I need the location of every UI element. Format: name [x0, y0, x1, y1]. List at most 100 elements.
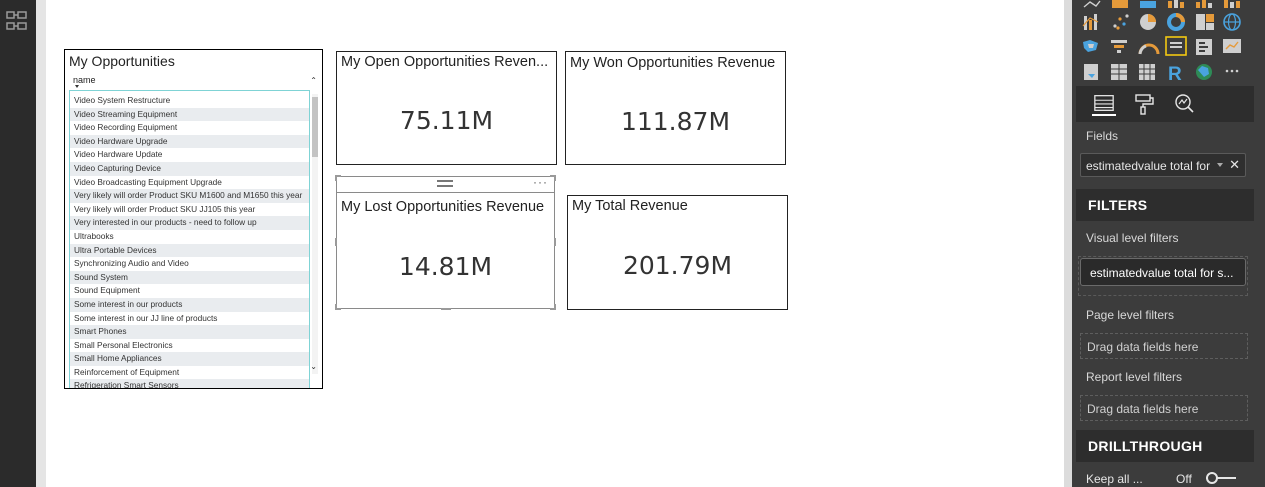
fields-tab-icon[interactable] [1092, 92, 1116, 116]
slicer-item[interactable]: Video Streaming Equipment [70, 107, 309, 122]
scroll-down-icon[interactable]: ⌄ [310, 362, 317, 371]
slicer-item[interactable]: Reinforcement of Equipment [74, 366, 180, 377]
donut-chart-icon[interactable] [1167, 13, 1185, 31]
slicer-item[interactable]: Ultrabooks [74, 230, 114, 241]
slicer-item[interactable]: Sound System [70, 270, 309, 285]
visual-header[interactable]: ··· [337, 175, 554, 193]
field-well[interactable]: estimatedvalue total for ✕ [1080, 153, 1246, 177]
table-icon[interactable] [1111, 64, 1127, 80]
card-won-opportunities[interactable]: My Won Opportunities Revenue 111.87M [565, 51, 786, 165]
format-paintroller-icon[interactable] [1132, 92, 1156, 116]
slicer-item[interactable]: Video Broadcasting Equipment Upgrade [74, 176, 222, 187]
resize-handle[interactable] [335, 175, 337, 181]
page-filters-label: Page level filters [1086, 308, 1175, 322]
resize-handle[interactable] [554, 304, 556, 310]
slicer-item[interactable]: Very likely will order Product SKU M1600… [70, 189, 309, 203]
page-filters-dropzone[interactable]: Drag data fields here [1080, 333, 1248, 359]
card-lost-opportunities[interactable]: ··· My Lost Opportunities Revenue 14.81M [335, 175, 556, 310]
resize-handle[interactable] [335, 175, 341, 177]
filters-section-header: FILTERS [1076, 189, 1254, 221]
resize-handle[interactable] [335, 238, 337, 246]
keep-all-label: Keep all ... [1086, 472, 1143, 486]
card-visual-icon[interactable] [1165, 36, 1187, 56]
waterfall-chart-icon[interactable] [1168, 0, 1184, 8]
resize-handle[interactable] [550, 175, 556, 177]
pie-chart-icon[interactable] [1140, 14, 1156, 30]
line-chart-icon[interactable] [1083, 0, 1101, 8]
visualizations-panel [1072, 0, 1265, 487]
more-visuals-icon[interactable] [1225, 69, 1239, 73]
resize-handle[interactable] [550, 308, 556, 310]
filled-map-icon[interactable] [1083, 40, 1098, 52]
slicer-item[interactable]: Video System Restructure [74, 95, 171, 105]
ribbon-chart-icon[interactable] [1140, 1, 1156, 8]
card-open-opportunities[interactable]: My Open Opportunities Reven... 75.11M [336, 51, 557, 165]
slicer-icon[interactable] [1084, 64, 1098, 80]
globe-map-icon[interactable] [1223, 13, 1241, 31]
arcgis-globe-icon[interactable] [1196, 64, 1212, 80]
card-total-revenue[interactable]: My Total Revenue 201.79M [567, 195, 788, 310]
slicer-item[interactable]: Video Recording Equipment [74, 122, 178, 133]
report-filters-dropzone[interactable]: Drag data fields here [1080, 395, 1248, 421]
slicer-item[interactable]: Sound Equipment [74, 285, 140, 296]
slicer-item[interactable]: Video Hardware Update [74, 149, 163, 160]
scrollbar-thumb[interactable] [312, 97, 318, 157]
sort-caret-icon[interactable] [75, 85, 79, 88]
treemap-icon[interactable] [1196, 14, 1214, 30]
chevron-down-icon[interactable] [1217, 163, 1223, 167]
analytics-magnifier-icon[interactable] [1172, 92, 1196, 116]
scroll-up-icon[interactable]: ⌃ [310, 76, 317, 85]
drillthrough-section-header: DRILLTHROUGH [1076, 430, 1254, 462]
card-title: My Open Opportunities Reven... [341, 54, 549, 70]
slicer-item[interactable]: Some interest in our JJ line of products [74, 312, 218, 323]
card-value: 14.81M [398, 252, 493, 281]
slicer-item[interactable]: Refrigeration Smart Sensors [70, 379, 309, 388]
matrix-icon[interactable] [1139, 64, 1155, 80]
toggle-state: Off [1176, 472, 1192, 486]
slicer-item[interactable]: Very likely will order Product SKU JJ105… [74, 203, 256, 214]
slicer-item[interactable]: Video Hardware Upgrade [70, 134, 309, 149]
funnel-icon[interactable] [1111, 40, 1127, 53]
r-script-icon[interactable]: R [1168, 64, 1182, 84]
multi-row-card-icon[interactable] [1196, 39, 1212, 55]
fields-label: Fields [1086, 129, 1119, 143]
drag-grip-icon[interactable] [437, 180, 453, 187]
resize-handle[interactable] [441, 308, 451, 310]
relationships-icon[interactable] [6, 10, 28, 32]
slicer-item[interactable]: Small Personal Electronics [74, 339, 173, 350]
slicer-item[interactable]: Ultra Portable Devices [70, 243, 309, 258]
opportunities-slicer[interactable]: My Opportunities name ⌃ Video System Res… [64, 49, 323, 389]
slicer-field-name[interactable]: name [73, 75, 96, 85]
resize-handle[interactable] [554, 238, 556, 246]
card-value: 201.79M [622, 251, 733, 280]
card-value: 111.87M [620, 107, 731, 136]
remove-field-icon[interactable]: ✕ [1229, 157, 1240, 172]
combo-chart-icon[interactable] [1082, 14, 1099, 30]
resize-handle[interactable] [335, 304, 337, 310]
visual-filter-chip[interactable]: estimatedvalue total for s... [1080, 258, 1246, 286]
slicer-item[interactable]: Synchronizing Audio and Video [74, 258, 189, 269]
toggle-track[interactable] [1206, 477, 1236, 479]
toggle-switch[interactable] [1206, 472, 1218, 484]
more-options-icon[interactable]: ··· [533, 175, 548, 189]
slicer-item[interactable]: Smart Phones [70, 325, 309, 339]
funnel-combo-icon[interactable] [1196, 0, 1212, 8]
slicer-item[interactable]: Video Capturing Device [70, 161, 309, 176]
visual-filters-dropzone[interactable] [1078, 256, 1248, 296]
kpi-icon[interactable] [1223, 39, 1241, 53]
slicer-item[interactable]: Small Home Appliances [70, 352, 309, 366]
resize-handle[interactable] [335, 308, 341, 310]
area-chart-icon[interactable] [1112, 0, 1128, 8]
visualization-gallery[interactable]: R [1078, 0, 1258, 84]
visual-filter-chip-text: estimatedvalue total for s... [1090, 266, 1234, 280]
left-rail [0, 0, 36, 487]
slicer-item[interactable]: Some interest in our products [70, 297, 309, 312]
resize-handle[interactable] [554, 175, 556, 181]
slicer-list[interactable]: Video System Restructure Video Streaming … [69, 90, 310, 388]
page-filters-drop-text: Drag data fields here [1087, 340, 1199, 354]
scatter-chart-icon[interactable] [1113, 14, 1129, 30]
column-icon[interactable] [1224, 0, 1240, 8]
scrollbar-track[interactable] [312, 94, 318, 374]
slicer-item[interactable]: Very interested in our products - need t… [70, 216, 309, 230]
gauge-icon[interactable] [1138, 43, 1160, 55]
